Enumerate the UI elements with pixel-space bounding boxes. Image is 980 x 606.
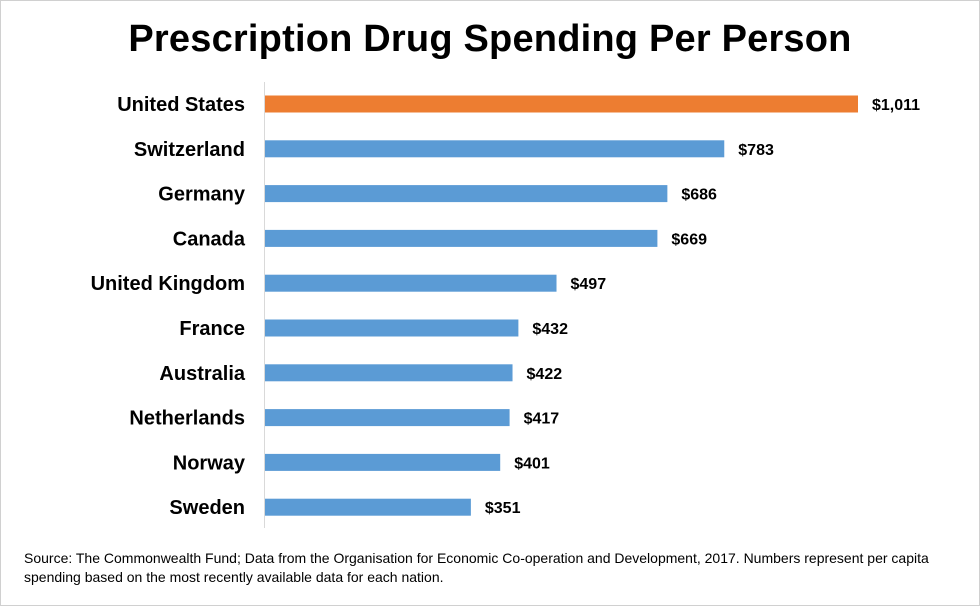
data-label: $432 <box>532 321 568 338</box>
category-label: France <box>179 318 245 340</box>
category-label: United Kingdom <box>91 273 245 295</box>
data-label: $422 <box>527 366 563 383</box>
source-note: Source: The Commonwealth Fund; Data from… <box>24 550 929 585</box>
category-label: Australia <box>159 363 245 385</box>
bar <box>265 498 471 516</box>
bar <box>265 453 501 471</box>
chart-title: Prescription Drug Spending Per Person <box>128 18 852 60</box>
bar <box>265 95 858 113</box>
bar <box>265 140 725 158</box>
category-label: United States <box>117 94 245 116</box>
category-label: Switzerland <box>134 139 245 161</box>
data-label: $669 <box>671 231 707 248</box>
category-label: Netherlands <box>129 408 245 430</box>
data-label: $417 <box>524 411 560 428</box>
data-label: $497 <box>571 276 607 293</box>
data-label: $1,011 <box>872 97 920 114</box>
category-label: Norway <box>173 452 246 474</box>
category-label: Canada <box>173 228 246 250</box>
bar <box>265 364 513 382</box>
category-label: Germany <box>158 184 246 206</box>
bar <box>265 185 668 203</box>
bar <box>265 229 658 247</box>
data-label: $686 <box>681 187 717 204</box>
bar <box>265 409 510 427</box>
bar <box>265 274 557 292</box>
category-label: Sweden <box>169 497 245 519</box>
data-label: $351 <box>485 500 521 517</box>
bar <box>265 319 519 337</box>
data-label: $783 <box>738 142 774 159</box>
data-label: $401 <box>514 455 550 472</box>
